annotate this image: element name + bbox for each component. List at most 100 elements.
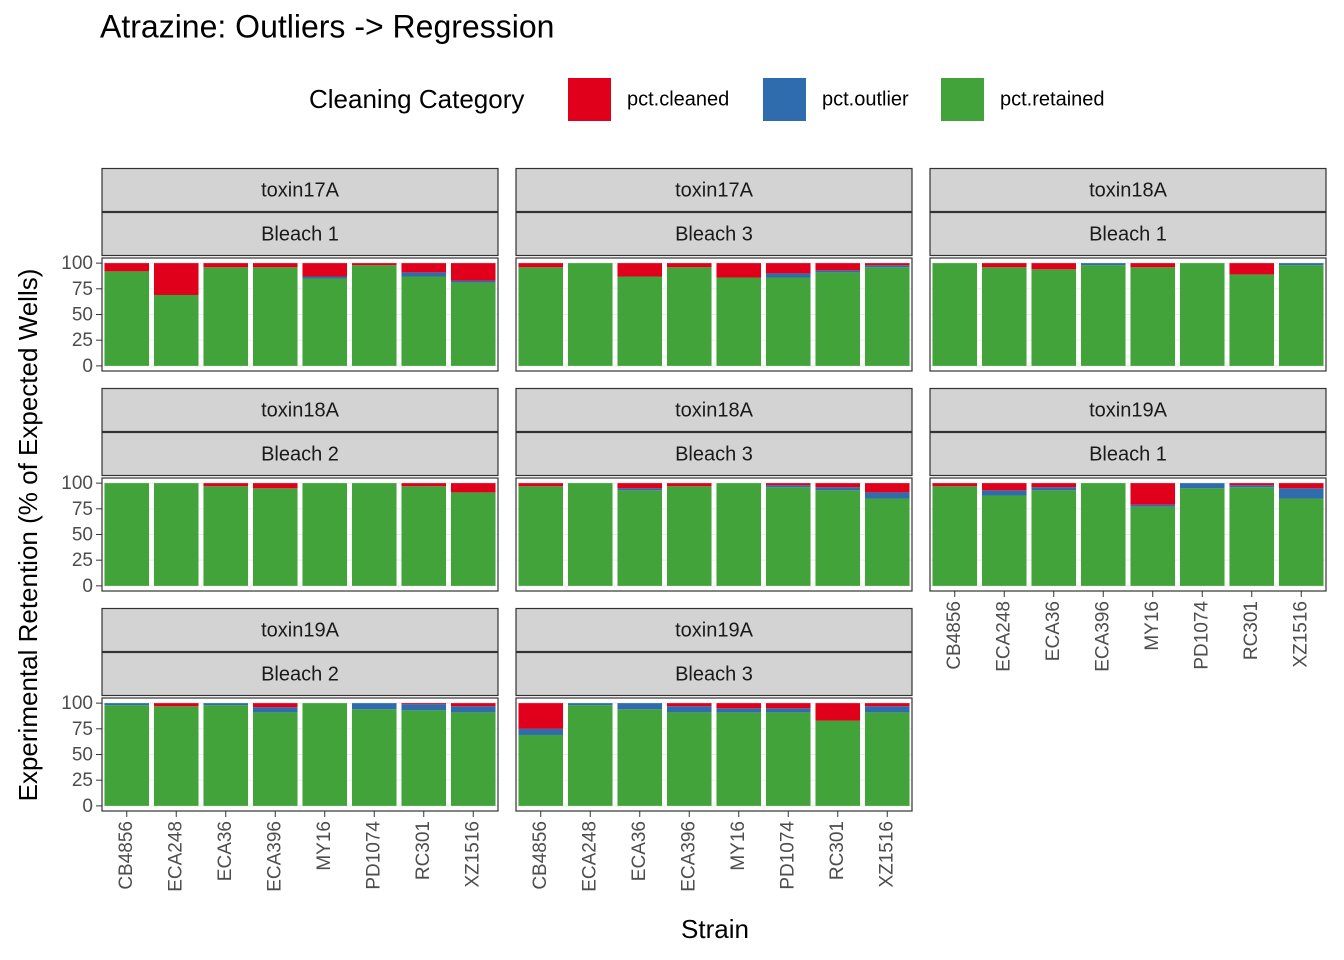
x-tick-label: PD1074 bbox=[363, 821, 384, 890]
bar bbox=[765, 703, 811, 709]
y-tick-label: 0 bbox=[82, 796, 93, 817]
bar bbox=[765, 483, 811, 486]
bar bbox=[104, 705, 150, 806]
y-tick-label: 75 bbox=[72, 719, 93, 740]
bar bbox=[450, 483, 496, 493]
panel-border bbox=[101, 697, 499, 812]
strip-label: Bleach 3 bbox=[675, 223, 753, 245]
bar bbox=[518, 263, 564, 268]
bar bbox=[203, 486, 249, 586]
bar bbox=[617, 490, 663, 586]
bar bbox=[203, 483, 249, 487]
x-tick-label: XZ1516 bbox=[876, 821, 897, 888]
panel-border bbox=[929, 257, 1327, 372]
bar bbox=[450, 703, 496, 707]
bar bbox=[864, 265, 910, 268]
strip-label: Bleach 1 bbox=[261, 223, 339, 245]
bar bbox=[153, 483, 199, 586]
bar bbox=[153, 706, 199, 806]
bar bbox=[716, 703, 762, 709]
y-tick-label: 50 bbox=[72, 525, 93, 546]
bar bbox=[252, 263, 298, 268]
strip-label: toxin18A bbox=[1089, 179, 1167, 201]
strip-label: Bleach 2 bbox=[261, 443, 339, 465]
bar bbox=[252, 267, 298, 366]
x-tick-label: ECA36 bbox=[215, 821, 236, 881]
bar bbox=[617, 709, 663, 806]
bar bbox=[932, 486, 978, 586]
bar bbox=[815, 720, 861, 806]
strip bbox=[929, 431, 1327, 477]
bar bbox=[302, 276, 348, 279]
panel-border bbox=[101, 257, 499, 372]
strip bbox=[515, 431, 913, 477]
bar bbox=[864, 703, 910, 707]
chart-title: Atrazine: Outliers -> Regression bbox=[100, 8, 554, 44]
y-tick-label: 75 bbox=[72, 499, 93, 520]
bar bbox=[351, 263, 397, 266]
bar bbox=[765, 277, 811, 366]
strip-label: toxin18A bbox=[675, 399, 753, 421]
strip-label: toxin19A bbox=[261, 619, 339, 641]
bar bbox=[666, 263, 712, 268]
panel-border bbox=[515, 257, 913, 372]
bar bbox=[1229, 483, 1275, 486]
x-tick-label: RC301 bbox=[827, 821, 848, 880]
bar bbox=[203, 705, 249, 806]
bar bbox=[932, 483, 978, 487]
bar bbox=[302, 703, 348, 806]
strip bbox=[515, 167, 913, 213]
bar bbox=[716, 708, 762, 713]
bar bbox=[153, 263, 199, 295]
bar bbox=[666, 267, 712, 366]
panel-border bbox=[515, 477, 913, 592]
bar bbox=[518, 267, 564, 366]
bar bbox=[815, 490, 861, 586]
strip bbox=[929, 211, 1327, 257]
strip bbox=[101, 211, 499, 257]
bar bbox=[1031, 483, 1077, 488]
bar bbox=[815, 483, 861, 488]
y-tick-label: 100 bbox=[61, 473, 93, 494]
bar bbox=[1080, 265, 1126, 366]
strip bbox=[929, 387, 1327, 433]
x-tick-label: ECA248 bbox=[165, 821, 186, 892]
legend-key bbox=[568, 78, 611, 121]
bar bbox=[666, 712, 712, 806]
bar bbox=[864, 706, 910, 713]
bar bbox=[1229, 485, 1275, 488]
bar bbox=[450, 712, 496, 806]
bar bbox=[104, 483, 150, 586]
bar bbox=[302, 483, 348, 586]
bar bbox=[252, 707, 298, 713]
strip bbox=[101, 431, 499, 477]
x-tick-label: XZ1516 bbox=[462, 821, 483, 888]
bar bbox=[617, 483, 663, 489]
bar bbox=[716, 712, 762, 806]
bar bbox=[1130, 263, 1176, 268]
bar bbox=[617, 263, 663, 277]
bar bbox=[518, 734, 564, 806]
bar bbox=[716, 277, 762, 366]
strip-label: Bleach 3 bbox=[675, 663, 753, 685]
bar bbox=[203, 267, 249, 366]
x-tick-label: PD1074 bbox=[1191, 601, 1212, 670]
bar bbox=[666, 483, 712, 487]
bar bbox=[1179, 263, 1225, 366]
bar bbox=[1179, 488, 1225, 586]
bar bbox=[666, 486, 712, 586]
x-tick-label: CB4856 bbox=[116, 821, 137, 890]
bar bbox=[401, 263, 447, 273]
bar bbox=[450, 263, 496, 281]
bar bbox=[815, 272, 861, 366]
bar bbox=[765, 485, 811, 488]
bar bbox=[716, 263, 762, 278]
bar bbox=[617, 488, 663, 491]
panel-border bbox=[515, 697, 913, 812]
bar bbox=[765, 273, 811, 278]
bar bbox=[252, 488, 298, 586]
x-tick-label: ECA396 bbox=[1092, 601, 1113, 672]
bar bbox=[153, 294, 199, 366]
y-tick-label: 100 bbox=[61, 693, 93, 714]
